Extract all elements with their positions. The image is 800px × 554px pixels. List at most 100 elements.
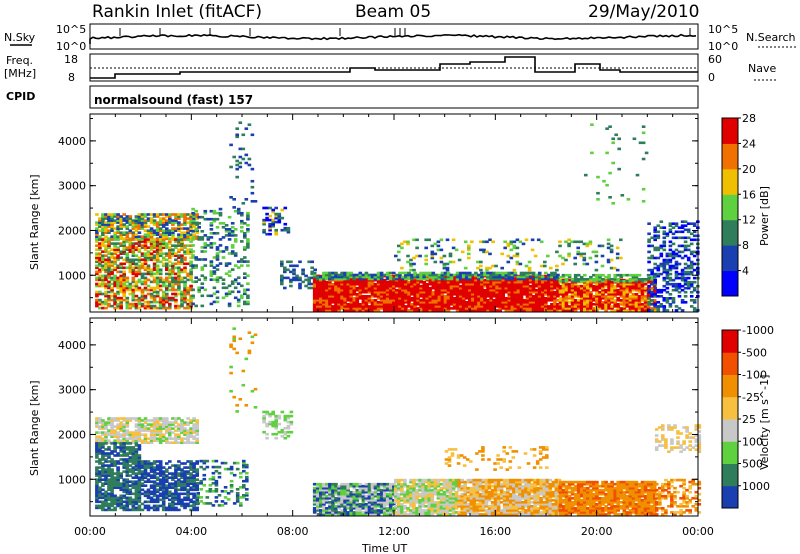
data-cell	[215, 246, 220, 249]
data-cell	[149, 254, 154, 257]
data-cell	[434, 273, 439, 277]
data-cell	[107, 294, 111, 298]
data-cell	[116, 280, 120, 284]
data-cell	[165, 419, 169, 422]
data-cell	[192, 417, 196, 420]
data-cell	[271, 224, 275, 228]
data-cell	[509, 248, 514, 252]
data-cell	[168, 254, 172, 257]
data-cell	[146, 272, 151, 276]
data-cell	[416, 277, 420, 281]
data-cell	[107, 213, 111, 216]
data-cell	[140, 213, 145, 216]
data-cell	[564, 299, 569, 302]
data-cell	[243, 256, 247, 259]
data-cell	[110, 248, 114, 251]
data-cell	[506, 242, 511, 246]
data-cell	[328, 273, 332, 277]
data-cell	[510, 301, 515, 304]
data-cell	[183, 441, 187, 444]
data-cell	[104, 270, 108, 274]
data-cell	[113, 508, 117, 512]
data-cell	[349, 303, 353, 306]
data-cell	[128, 496, 133, 500]
data-cell	[265, 212, 269, 216]
data-cell	[227, 270, 232, 273]
data-cell	[319, 307, 323, 310]
data-cell	[485, 240, 489, 244]
data-cell	[446, 293, 451, 296]
data-cell	[209, 224, 214, 227]
data-cell	[230, 234, 235, 237]
data-cell	[98, 419, 102, 422]
data-cell	[519, 303, 524, 306]
data-cell	[434, 309, 439, 312]
data-cell	[455, 273, 460, 277]
data-cell	[592, 309, 596, 312]
data-cell	[312, 275, 317, 279]
data-cell	[168, 425, 172, 428]
data-cell	[95, 258, 99, 262]
data-cell	[189, 300, 193, 304]
data-cell	[692, 309, 697, 312]
data-cell	[131, 435, 136, 438]
data-cell	[477, 275, 481, 279]
data-cell	[168, 268, 172, 272]
data-cell	[398, 293, 402, 296]
data-cell	[180, 246, 184, 249]
data-cell	[537, 271, 542, 275]
data-cell	[653, 248, 657, 252]
data-cell	[180, 242, 184, 245]
data-cell	[189, 235, 193, 238]
data-cell	[677, 282, 682, 286]
data-cell	[558, 284, 563, 288]
data-cell	[525, 271, 530, 275]
data-cell	[590, 151, 594, 155]
data-cell	[588, 240, 593, 244]
data-cell	[537, 293, 542, 296]
data-cell	[415, 254, 419, 258]
data-cell	[197, 215, 201, 219]
data-cell	[428, 288, 433, 292]
data-cell	[407, 282, 411, 286]
data-cell	[628, 299, 633, 302]
data-cell	[189, 260, 193, 264]
data-cell	[122, 244, 126, 247]
data-cell	[312, 278, 317, 282]
data-cell	[452, 293, 457, 296]
data-cell	[352, 297, 357, 300]
data-cell	[477, 297, 481, 300]
data-cell	[101, 425, 105, 428]
data-cell	[379, 271, 384, 275]
data-cell	[227, 230, 232, 233]
data-cell	[98, 486, 102, 489]
data-cell	[686, 248, 691, 252]
data-cell	[547, 277, 551, 281]
data-cell	[480, 280, 484, 284]
data-cell	[180, 235, 184, 238]
data-cell	[449, 275, 454, 279]
data-cell	[643, 280, 648, 283]
data-cell	[573, 280, 578, 283]
data-cell	[455, 286, 460, 290]
data-cell	[165, 223, 169, 226]
data-cell	[604, 309, 608, 312]
data-cell	[131, 235, 136, 238]
data-cell	[107, 474, 111, 477]
data-cell	[233, 254, 238, 257]
data-cell	[171, 421, 175, 424]
data-cell	[233, 296, 238, 300]
data-cell	[131, 268, 136, 272]
data-cell	[613, 284, 617, 288]
data-cell	[122, 496, 126, 500]
data-cell	[668, 254, 673, 258]
data-cell	[192, 441, 196, 444]
data-cell	[584, 173, 588, 177]
data-cell	[236, 300, 241, 304]
data-cell	[107, 508, 111, 512]
data-cell	[556, 290, 560, 294]
data-cell	[137, 433, 142, 436]
data-cell	[404, 275, 408, 279]
data-cell	[113, 227, 117, 230]
data-cell	[474, 273, 478, 277]
